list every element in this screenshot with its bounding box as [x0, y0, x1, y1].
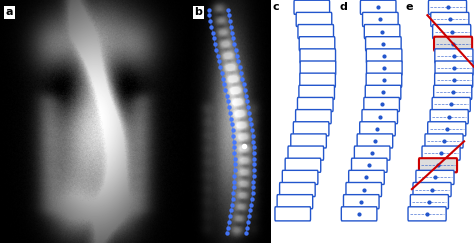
Text: d: d [339, 2, 347, 12]
FancyBboxPatch shape [365, 37, 401, 51]
Text: c: c [273, 2, 280, 12]
FancyBboxPatch shape [433, 25, 471, 39]
FancyBboxPatch shape [293, 122, 329, 136]
Text: b: b [194, 7, 202, 17]
FancyBboxPatch shape [428, 122, 466, 136]
FancyBboxPatch shape [299, 37, 335, 51]
FancyBboxPatch shape [416, 170, 454, 184]
FancyBboxPatch shape [355, 146, 390, 160]
Text: a: a [6, 7, 13, 17]
FancyBboxPatch shape [349, 170, 384, 184]
FancyBboxPatch shape [364, 97, 400, 112]
FancyBboxPatch shape [365, 25, 400, 39]
Text: e: e [406, 2, 413, 12]
FancyBboxPatch shape [435, 61, 473, 75]
FancyBboxPatch shape [296, 110, 331, 124]
FancyBboxPatch shape [408, 207, 446, 221]
FancyBboxPatch shape [413, 182, 451, 197]
FancyBboxPatch shape [346, 182, 382, 197]
FancyBboxPatch shape [431, 12, 469, 26]
FancyBboxPatch shape [432, 97, 470, 112]
FancyBboxPatch shape [366, 49, 402, 63]
FancyBboxPatch shape [435, 73, 473, 87]
FancyBboxPatch shape [275, 207, 310, 221]
FancyBboxPatch shape [428, 0, 466, 14]
FancyBboxPatch shape [362, 110, 398, 124]
FancyBboxPatch shape [291, 134, 326, 148]
FancyBboxPatch shape [288, 146, 324, 160]
FancyBboxPatch shape [300, 73, 336, 87]
FancyBboxPatch shape [357, 134, 392, 148]
FancyBboxPatch shape [300, 61, 336, 75]
FancyBboxPatch shape [363, 12, 398, 26]
FancyBboxPatch shape [296, 12, 332, 26]
FancyBboxPatch shape [283, 170, 318, 184]
FancyBboxPatch shape [365, 85, 401, 99]
FancyBboxPatch shape [341, 207, 377, 221]
FancyBboxPatch shape [280, 182, 315, 197]
FancyBboxPatch shape [294, 0, 329, 14]
FancyBboxPatch shape [360, 122, 395, 136]
FancyBboxPatch shape [434, 85, 472, 99]
FancyBboxPatch shape [285, 158, 321, 172]
FancyBboxPatch shape [434, 37, 472, 51]
FancyBboxPatch shape [410, 195, 448, 209]
FancyBboxPatch shape [298, 25, 334, 39]
FancyBboxPatch shape [360, 0, 396, 14]
FancyBboxPatch shape [430, 110, 468, 124]
FancyBboxPatch shape [352, 158, 387, 172]
FancyBboxPatch shape [300, 49, 336, 63]
FancyBboxPatch shape [422, 146, 460, 160]
FancyBboxPatch shape [366, 61, 402, 75]
FancyBboxPatch shape [298, 97, 333, 112]
FancyBboxPatch shape [277, 195, 313, 209]
FancyBboxPatch shape [344, 195, 379, 209]
FancyBboxPatch shape [299, 85, 335, 99]
FancyBboxPatch shape [425, 134, 463, 148]
FancyBboxPatch shape [419, 158, 457, 172]
FancyBboxPatch shape [366, 73, 402, 87]
FancyBboxPatch shape [435, 49, 473, 63]
